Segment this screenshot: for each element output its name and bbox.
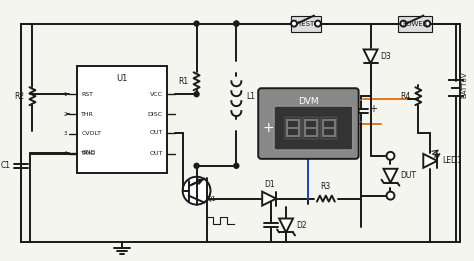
Text: 1: 1 — [64, 92, 67, 97]
Text: DVM: DVM — [298, 97, 319, 106]
Text: TEST: TEST — [297, 21, 315, 27]
Circle shape — [424, 21, 430, 27]
Text: OUT: OUT — [149, 151, 163, 156]
FancyBboxPatch shape — [321, 117, 337, 139]
Circle shape — [194, 163, 199, 168]
FancyBboxPatch shape — [274, 106, 353, 150]
Text: +: + — [369, 104, 377, 114]
Text: CVOLT: CVOLT — [81, 132, 101, 137]
Text: R3: R3 — [321, 182, 331, 191]
FancyBboxPatch shape — [258, 88, 359, 159]
Text: POWER: POWER — [402, 21, 428, 27]
Circle shape — [234, 21, 239, 26]
Text: 3: 3 — [64, 132, 67, 137]
Circle shape — [234, 163, 239, 168]
Circle shape — [386, 192, 394, 200]
Text: THR: THR — [81, 112, 94, 117]
Text: +: + — [262, 121, 274, 135]
Text: R2: R2 — [14, 92, 25, 101]
Text: D1: D1 — [264, 180, 274, 189]
Polygon shape — [262, 192, 276, 206]
Polygon shape — [364, 49, 378, 63]
Text: DISC: DISC — [148, 112, 163, 117]
FancyBboxPatch shape — [285, 117, 301, 139]
Circle shape — [194, 21, 199, 26]
Text: RST: RST — [81, 92, 93, 97]
FancyBboxPatch shape — [291, 16, 321, 32]
Text: BATT6V: BATT6V — [461, 71, 467, 98]
Text: 2: 2 — [64, 112, 67, 117]
Circle shape — [234, 21, 239, 26]
FancyBboxPatch shape — [303, 117, 319, 139]
Text: LED1: LED1 — [442, 156, 462, 165]
Text: D3: D3 — [381, 52, 391, 61]
Text: R1: R1 — [179, 77, 189, 86]
Polygon shape — [383, 169, 397, 183]
Polygon shape — [279, 218, 293, 233]
Text: OUT: OUT — [149, 130, 163, 135]
Circle shape — [386, 152, 394, 160]
Text: Q1: Q1 — [207, 195, 217, 201]
Text: C4: C4 — [341, 106, 351, 116]
Text: DUT: DUT — [401, 171, 417, 180]
Text: GND: GND — [81, 150, 96, 155]
Circle shape — [401, 21, 406, 27]
Text: C1: C1 — [0, 161, 10, 170]
Bar — [77, 66, 167, 173]
FancyBboxPatch shape — [399, 16, 432, 32]
Text: L1: L1 — [246, 92, 255, 101]
Circle shape — [194, 92, 199, 97]
Text: VCC: VCC — [150, 92, 163, 97]
Text: 4: 4 — [64, 151, 67, 156]
Text: U1: U1 — [116, 74, 128, 83]
Text: R4: R4 — [400, 92, 410, 101]
Polygon shape — [423, 154, 437, 168]
Circle shape — [291, 21, 297, 27]
Circle shape — [182, 177, 210, 205]
Circle shape — [315, 21, 321, 27]
Text: D2: D2 — [296, 221, 307, 230]
Text: TRIG: TRIG — [81, 151, 96, 156]
